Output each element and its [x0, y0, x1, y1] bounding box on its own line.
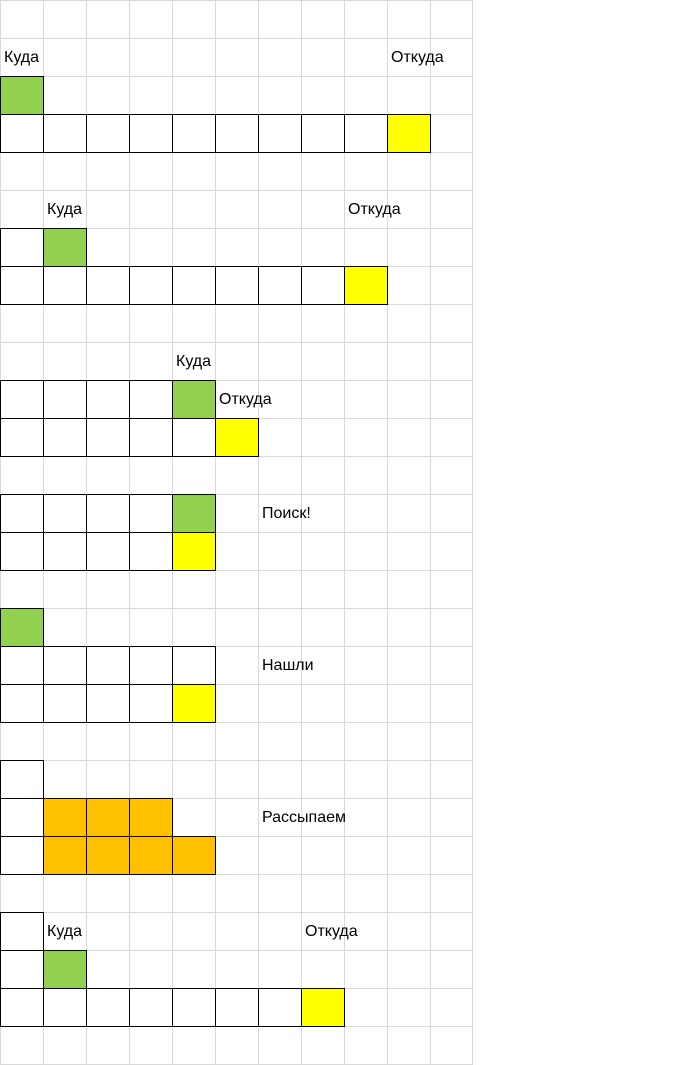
empty-cell [86, 532, 130, 571]
empty-cell [0, 380, 44, 419]
empty-cell [172, 646, 216, 685]
empty-cell [258, 114, 302, 153]
target-cell [172, 380, 216, 419]
empty-cell [172, 266, 216, 305]
empty-cell [0, 912, 44, 951]
scattered-cell [86, 798, 130, 837]
empty-cell [301, 266, 345, 305]
empty-cell [0, 760, 44, 799]
empty-cell [301, 114, 345, 153]
empty-cell [43, 494, 87, 533]
empty-cell [43, 646, 87, 685]
empty-cell [86, 646, 130, 685]
label-otkuda: Откуда [348, 201, 401, 218]
empty-cell [43, 266, 87, 305]
label-caption: Нашли [262, 657, 314, 674]
empty-cell [172, 114, 216, 153]
empty-cell [0, 798, 44, 837]
label-otkuda: Откуда [391, 49, 444, 66]
empty-cell [129, 494, 173, 533]
empty-cell [258, 266, 302, 305]
empty-cell [129, 114, 173, 153]
empty-cell [129, 532, 173, 571]
empty-cell [86, 266, 130, 305]
label-caption: Рассыпаем [262, 809, 346, 826]
empty-cell [0, 228, 44, 267]
empty-cell [215, 114, 259, 153]
empty-cell [43, 380, 87, 419]
empty-cell [215, 266, 259, 305]
label-kuda: Куда [47, 923, 83, 940]
source-cell [344, 266, 388, 305]
label-kuda: Куда [47, 201, 83, 218]
target-cell [43, 228, 87, 267]
scattered-cell [86, 836, 130, 875]
empty-cell [172, 988, 216, 1027]
empty-cell [344, 114, 388, 153]
target-cell [172, 494, 216, 533]
scattered-cell [172, 836, 216, 875]
empty-cell [129, 684, 173, 723]
empty-cell [215, 988, 259, 1027]
label-kuda: Куда [176, 353, 212, 370]
empty-cell [258, 988, 302, 1027]
empty-cell [0, 532, 44, 571]
empty-cell [172, 418, 216, 457]
empty-cell [86, 418, 130, 457]
empty-cell [86, 988, 130, 1027]
empty-cell [129, 266, 173, 305]
empty-cell [129, 988, 173, 1027]
label-kuda: Куда [4, 49, 40, 66]
scattered-cell [129, 798, 173, 837]
label-otkuda: Откуда [219, 391, 272, 408]
source-cell [172, 532, 216, 571]
source-cell [387, 114, 431, 153]
empty-cell [0, 646, 44, 685]
empty-cell [0, 494, 44, 533]
target-cell [0, 608, 44, 647]
source-cell [172, 684, 216, 723]
empty-cell [129, 418, 173, 457]
empty-cell [43, 114, 87, 153]
source-cell [215, 418, 259, 457]
empty-cell [0, 418, 44, 457]
empty-cell [86, 494, 130, 533]
empty-cell [43, 684, 87, 723]
empty-cell [0, 684, 44, 723]
empty-cell [43, 418, 87, 457]
empty-cell [0, 114, 44, 153]
empty-cell [0, 950, 44, 989]
empty-cell [43, 988, 87, 1027]
empty-cell [129, 380, 173, 419]
scattered-cell [129, 836, 173, 875]
scattered-cell [43, 836, 87, 875]
label-otkuda: Откуда [305, 923, 358, 940]
empty-cell [0, 988, 44, 1027]
empty-cell [86, 114, 130, 153]
empty-cell [43, 532, 87, 571]
empty-cell [129, 646, 173, 685]
source-cell [301, 988, 345, 1027]
empty-cell [0, 266, 44, 305]
empty-cell [0, 836, 44, 875]
empty-cell [86, 684, 130, 723]
scattered-cell [43, 798, 87, 837]
label-caption: Поиск! [262, 505, 311, 522]
empty-cell [86, 380, 130, 419]
target-cell [43, 950, 87, 989]
target-cell [0, 76, 44, 115]
